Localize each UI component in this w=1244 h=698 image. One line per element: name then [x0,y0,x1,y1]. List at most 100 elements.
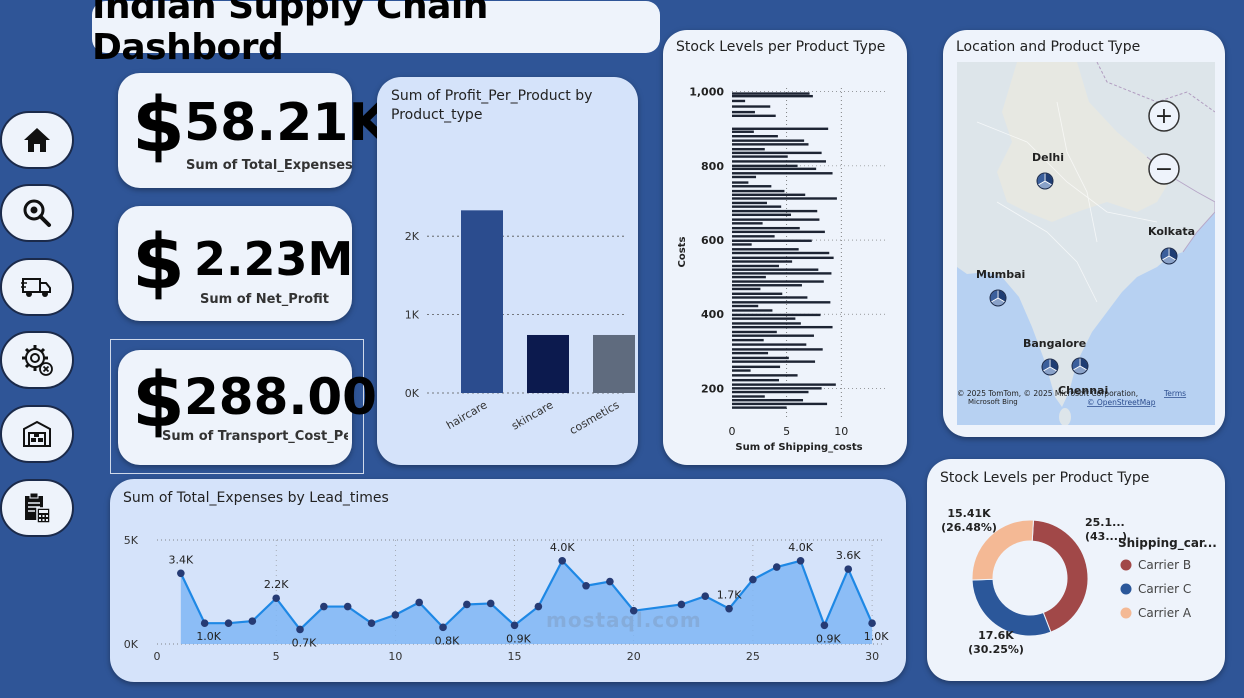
stock-bar [732,172,833,175]
map-osm-link[interactable]: © OpenStreetMap [1087,398,1156,407]
stock-bar [732,268,819,271]
data-label: (43....) [1085,530,1127,543]
stock-bar [732,351,769,355]
stock-bar [732,139,805,142]
legend-entry: Carrier B [1138,558,1191,572]
kpi-dollar-sign: $ [132,355,185,444]
data-point [701,592,710,600]
legend-entry: Carrier C [1138,582,1191,596]
stock-bar [732,325,833,329]
nav-home-button[interactable] [0,111,74,169]
data-label: 0.7K [292,636,317,649]
stock-bar [732,387,822,390]
city-label-bangalore: Bangalore [1023,337,1086,350]
stock-bar [732,239,812,242]
stock-bar [732,399,804,402]
nav-search-button[interactable] [0,184,74,242]
data-point [224,619,233,627]
stock-bar [732,235,775,238]
kpi-selection-frame [110,339,364,474]
kpi-value: 58.21K [184,93,389,153]
clipboard-calculator-icon [25,492,51,524]
x-tick-label: cosmetics [567,398,621,437]
stock-bar [732,390,809,394]
dashboard-title-box: Indian Supply Chain Dashbord [92,0,660,68]
data-point [320,602,328,611]
stock-bar [732,218,820,221]
map-card: Location and Product Type + − Delhi Kolk… [943,30,1225,437]
stock-bar [732,197,837,200]
data-label: 3.6K [836,549,861,562]
nav-reports-button[interactable] [0,479,74,537]
data-label: 1.7K [717,589,742,602]
kpi-net-profit: $ 2.23M Sum of Net_Profit [118,206,353,321]
stock-bar [732,313,821,317]
kpi-dollar-sign: $ [132,80,185,169]
donut-slice-carrier-b [1031,519,1089,633]
y-tick-label: 5K [124,534,139,547]
nav-warehouse-button[interactable] [0,405,74,463]
data-label: 4.0K [550,541,575,554]
nav-delivery-button[interactable] [0,258,74,316]
stock-bar [732,92,810,95]
zoom-out-icon: − [1155,157,1173,182]
expenses-line-chart-card: Sum of Total_Expenses by Lead_times 0K 5K… [110,479,906,682]
kpi-transport-cost[interactable]: $ 288.00 Sum of Transport_Cost_Per_... [118,350,377,465]
stock-bar [732,264,779,268]
chart-title: Sum of Total_Expenses by Lead_times [123,490,389,506]
data-label: 0.8K [435,634,460,647]
stock-bar [732,94,813,98]
data-point [272,594,280,603]
map-pie-marker [1160,247,1178,265]
kpi-value: 288.00 [184,368,377,426]
data-point [844,565,853,573]
stock-bar [732,189,785,193]
y-tick-label: 1K [405,309,420,322]
stock-bar [732,260,793,263]
city-label-mumbai: Mumbai [976,268,1025,281]
stock-bar [732,164,798,168]
x-tick-label: 30 [865,650,879,663]
data-label: 4.0K [788,541,813,554]
nav-settings-button[interactable] [0,331,74,389]
stock-bar [732,383,836,386]
stock-bar [732,301,831,304]
stock-bar [732,280,824,283]
map-terms-link[interactable]: Terms [1163,389,1186,398]
data-point [486,599,495,608]
stock-bar [732,167,817,171]
donut-slice-carrier-c [971,578,1052,637]
stock-bar [732,334,814,337]
data-point [725,604,733,613]
delivery-truck-icon [21,278,51,297]
warehouse-icon [23,420,51,447]
data-point [391,611,400,619]
stock-bar [732,378,779,382]
data-point [582,581,590,590]
stock-bar [732,181,749,184]
map-pie-marker [1071,357,1089,375]
stock-bar [732,287,761,291]
donut-slice-carrier-a [971,519,1035,581]
chart-title: Stock Levels per Product Type [676,39,886,55]
legend-swatch [1120,559,1132,571]
stock-bar [732,348,823,351]
data-point [415,598,423,607]
stock-bar [732,317,796,320]
expenses-area-chart: 0K 5K 0 5 10 15 20 25 30 3.4K 1.0K 2.2K 0.7K 0.8K 0.9K… [124,534,889,663]
zoom-out-button[interactable] [1148,153,1180,185]
stock-bar [732,343,807,346]
gear-cancel-icon [22,345,53,376]
stock-bar [732,175,757,179]
map-pie-marker [1036,172,1054,190]
zoom-in-button[interactable] [1148,100,1180,132]
india-map[interactable]: + − Delhi Kolkata Mumbai Bangalore Chenn… [957,62,1215,425]
legend-entry: Carrier A [1138,606,1192,620]
y-axis-label: Costs [677,237,688,268]
map-pie-marker [989,289,1007,307]
stock-bar [732,360,816,363]
data-point [439,623,447,632]
stock-bar [732,226,800,230]
stock-bar [732,222,763,225]
data-label: 17.6K [978,629,1014,642]
